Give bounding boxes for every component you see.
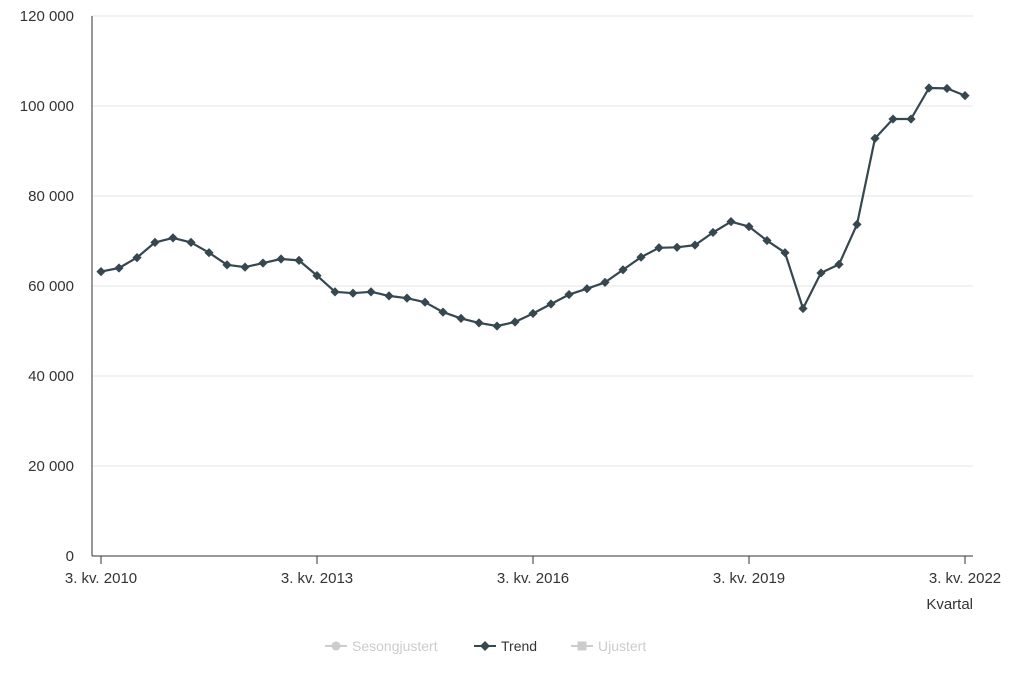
trend-point (654, 243, 664, 253)
trend-point (600, 277, 610, 287)
legend-label: Sesongjustert (352, 638, 438, 654)
trend-point (960, 91, 970, 101)
trend-point (312, 271, 322, 281)
trend-point (348, 288, 358, 298)
trend-point (942, 83, 952, 94)
y-tick-label: 120 000 (20, 8, 74, 25)
trend-point (834, 259, 844, 269)
trend-point (168, 233, 178, 243)
x-tick-label: 3. kv. 2010 (65, 570, 137, 587)
trend-point (798, 303, 808, 314)
trend-point (852, 219, 862, 229)
trend-point (726, 217, 736, 227)
trend-point (366, 287, 376, 297)
trend-point (96, 267, 106, 277)
x-tick-label: 3. kv. 2016 (497, 570, 569, 587)
trend-point (582, 284, 592, 294)
trend-point (438, 307, 448, 317)
trend-point (672, 242, 682, 252)
y-tick-label: 40 000 (28, 368, 74, 385)
trend-point (780, 248, 790, 258)
legend-item-ujustert[interactable]: Ujustert (571, 638, 646, 654)
trend-point (762, 235, 772, 246)
trend-point (744, 222, 754, 232)
trend-point (222, 260, 232, 270)
gridlines (92, 15, 973, 467)
x-tick-label: 3. kv. 2013 (281, 570, 353, 587)
trend-point (456, 313, 466, 323)
trend-point (618, 265, 628, 275)
trend-point (330, 287, 340, 297)
x-tick-label: 3. kv. 2019 (713, 570, 785, 587)
legend-item-sesongjustert[interactable]: Sesongjustert (325, 638, 438, 654)
legend: Sesongjustert Trend Ujustert (325, 638, 646, 654)
trend-point (924, 83, 934, 93)
trend-point (204, 248, 214, 258)
trend-point (816, 268, 826, 278)
trend-point (276, 254, 286, 264)
trend-point (690, 240, 700, 250)
trend-point (528, 308, 538, 319)
y-tick-label: 80 000 (28, 188, 74, 205)
trend-point (870, 133, 880, 143)
trend-point (186, 237, 196, 247)
legend-label: Trend (501, 638, 537, 654)
trend-point (492, 321, 502, 331)
trend-point (546, 299, 556, 309)
trend-point (240, 262, 250, 272)
trend-point (420, 297, 430, 307)
trend-point (564, 289, 574, 300)
trend-point (114, 263, 124, 273)
legend-square-icon (577, 641, 587, 651)
y-tick-label: 0 (66, 548, 74, 565)
trend-point (402, 293, 412, 303)
series-layer (96, 83, 970, 331)
legend-label: Ujustert (598, 638, 646, 654)
trend-point (384, 291, 394, 301)
trend-point (510, 317, 520, 327)
y-tick-label: 60 000 (28, 278, 74, 295)
legend-circle-icon (331, 641, 341, 651)
trend-series-line (100, 86, 966, 328)
x-axis-title: Kvartal (926, 596, 973, 613)
trend-point (132, 253, 142, 263)
trend-point (636, 252, 646, 262)
trend-point (258, 258, 268, 268)
y-tick-label: 100 000 (20, 98, 74, 115)
y-axis-ticks: 0 20 000 40 000 60 000 80 000 100 000 120 000 (20, 8, 74, 565)
legend-item-trend[interactable]: Trend (474, 638, 537, 654)
trend-point (150, 237, 160, 247)
x-axis-ticks: 3. kv. 2010 3. kv. 2013 3. kv. 2016 3. kv. … (65, 556, 1001, 587)
trend-point (906, 114, 916, 124)
trend-point (708, 227, 718, 238)
x-tick-label: 3. kv. 2022 (929, 570, 1001, 587)
trend-point (474, 318, 484, 328)
trend-point (294, 255, 304, 265)
legend-diamond-icon (480, 641, 490, 651)
y-tick-label: 20 000 (28, 458, 74, 475)
trend-point (888, 114, 898, 124)
